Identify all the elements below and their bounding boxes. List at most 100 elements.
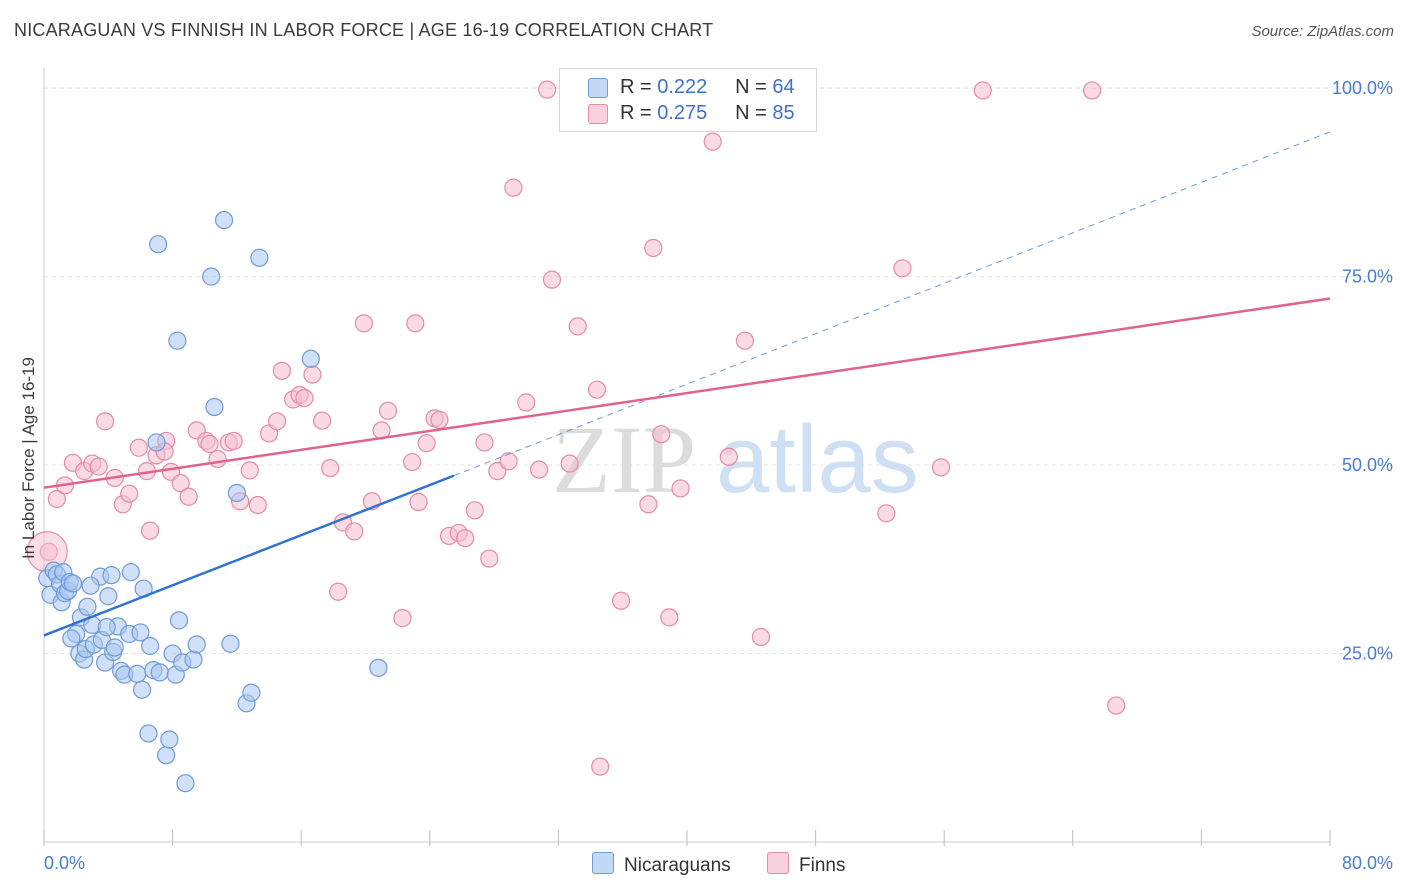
finn-point <box>267 412 287 431</box>
nicaraguan-point <box>369 658 388 677</box>
finn-point <box>465 501 484 520</box>
finn-point <box>931 458 951 477</box>
nicaraguan-point <box>150 663 169 682</box>
finn-point <box>703 132 722 151</box>
nicaraguan-point <box>131 623 150 642</box>
bottom-legend-label: Finns <box>799 855 846 876</box>
nicaraguan-point <box>214 210 234 230</box>
y-tick-label: 100.0% <box>1332 78 1393 98</box>
nicaraguans-trend-extension <box>453 131 1331 477</box>
finn-point <box>1107 696 1126 715</box>
legend-n-value: 85 <box>772 102 795 124</box>
finn-point <box>542 270 562 289</box>
legend-n-value: 64 <box>772 76 795 98</box>
bottom-legend-nicaraguans[interactable]: Nicaraguans <box>592 852 731 877</box>
bottom-legend-swatch-pink <box>767 852 789 874</box>
nicaraguan-point <box>250 248 269 267</box>
bottom-legend-swatch-blue <box>592 852 614 874</box>
nicaraguans-trend-line <box>43 474 455 637</box>
finn-point <box>248 495 267 515</box>
finn-point <box>587 380 607 399</box>
finn-point <box>312 411 332 430</box>
nicaraguan-point <box>176 774 195 793</box>
nicaraguans-points <box>38 210 388 793</box>
x-tick-min: 0.0% <box>44 853 85 873</box>
finn-point <box>611 591 631 610</box>
finn-point <box>480 549 499 568</box>
finn-point <box>329 582 348 601</box>
finn-point <box>530 460 549 479</box>
nicaraguan-point <box>81 576 100 595</box>
nicaraguan-point <box>78 597 97 616</box>
bottom-legend-label: Nicaraguans <box>624 855 731 876</box>
finn-point <box>671 479 690 498</box>
finns-trend-line <box>43 297 1331 489</box>
nicaraguan-point <box>221 634 240 653</box>
nicaraguan-point <box>139 724 158 743</box>
finn-point <box>140 521 160 540</box>
legend-n-label: N = <box>735 76 773 98</box>
nicaraguan-point <box>140 636 160 656</box>
nicaraguan-point <box>184 650 203 669</box>
finn-point <box>321 458 340 478</box>
finn-point <box>639 495 658 514</box>
nicaraguan-point <box>242 683 261 702</box>
finn-point <box>538 80 557 99</box>
finn-point <box>973 81 992 100</box>
nicaraguan-point <box>128 664 147 683</box>
finn-point <box>877 504 896 523</box>
bottom-legend-finns[interactable]: Finns <box>767 852 845 877</box>
nicaraguan-point <box>168 331 187 350</box>
watermark-atlas: atlas <box>716 406 919 513</box>
finn-point <box>129 438 148 457</box>
nicaraguan-point <box>202 267 221 286</box>
finn-point <box>378 401 398 420</box>
finn-point <box>735 331 754 350</box>
finn-point <box>272 361 292 380</box>
legend-r-value: 0.275 <box>657 102 708 124</box>
finn-point <box>208 449 227 469</box>
y-tick-labels: 25.0% 50.0% 75.0% 100.0% <box>1332 78 1393 663</box>
finn-point <box>660 608 679 627</box>
finn-point <box>303 365 322 384</box>
nicaraguan-point <box>149 235 168 254</box>
nicaraguan-point <box>102 566 121 585</box>
finn-point <box>95 412 115 431</box>
legend-r-label: R = <box>620 76 658 98</box>
source-label: Source: ZipAtlas.com <box>1251 23 1394 40</box>
finn-point <box>406 314 425 333</box>
legend-swatch-pink <box>588 104 608 124</box>
finn-point <box>644 238 663 258</box>
y-axis-label: In Labor Force | Age 16-19 <box>19 357 38 559</box>
finn-point <box>171 474 190 493</box>
legend-swatch-blue <box>588 78 608 98</box>
nicaraguan-point <box>105 638 124 657</box>
finn-point <box>475 433 494 452</box>
nicaraguan-point <box>160 730 179 749</box>
legend-n-label: N = <box>735 102 773 124</box>
finn-point <box>179 487 198 506</box>
correlation-legend: R = 0.222 N = 64 R = 0.275 N = 85 <box>559 68 817 132</box>
nicaraguan-point <box>62 629 81 648</box>
y-tick-label: 25.0% <box>1342 644 1393 664</box>
nicaraguan-point <box>97 618 116 637</box>
nicaraguan-point <box>227 483 246 503</box>
finn-point <box>456 529 475 548</box>
finn-point <box>120 484 139 503</box>
finn-point <box>560 454 579 473</box>
finn-point <box>499 452 518 471</box>
grid-lines <box>44 87 1393 655</box>
y-tick-label: 50.0% <box>1342 455 1393 475</box>
finn-point <box>200 434 219 454</box>
finn-point <box>751 627 771 647</box>
finns-points <box>26 80 1126 776</box>
finn-point <box>393 609 412 628</box>
finn-point <box>89 457 108 476</box>
nicaraguan-point <box>301 349 320 368</box>
chart-title: NICARAGUAN VS FINNISH IN LABOR FORCE | A… <box>14 20 714 40</box>
nicaraguan-point <box>157 746 176 765</box>
legend-r-value: 0.222 <box>657 76 708 98</box>
finn-point <box>504 178 523 197</box>
nicaraguan-point <box>99 587 118 606</box>
